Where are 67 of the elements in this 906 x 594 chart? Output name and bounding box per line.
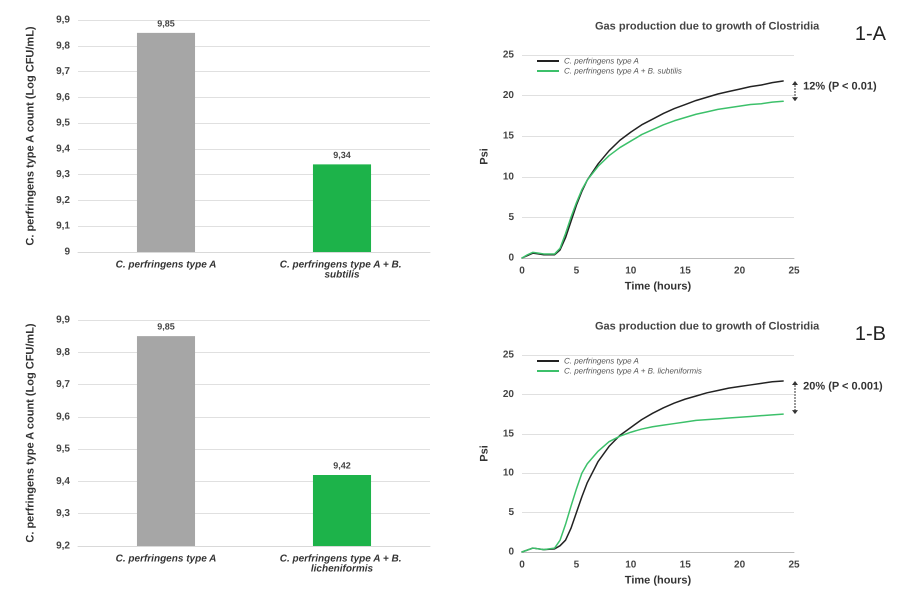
y-tick-label: 10 xyxy=(502,171,514,182)
y-tick-label: 9,3 xyxy=(56,508,70,520)
y-tick-label: 9,7 xyxy=(56,379,70,390)
y-tick-label: 0 xyxy=(508,252,514,264)
y-tick-label: 20 xyxy=(502,90,514,102)
x-axis-title: Time (hours) xyxy=(624,574,692,586)
line-series xyxy=(521,413,784,553)
y-tick-label: 15 xyxy=(502,130,514,142)
y-tick-label: 9,5 xyxy=(56,118,70,129)
text: 20% (P < 0.001) xyxy=(803,380,884,393)
x-tick-label: 25 xyxy=(788,560,800,570)
legend-label: C. perfringens type A + B. licheniformis xyxy=(564,366,702,376)
legend-label: C. perfringens type A xyxy=(564,56,639,66)
y-tick-label: 9,4 xyxy=(56,143,70,154)
y-axis-title: Psi xyxy=(478,148,490,165)
y-axis-title: Psi xyxy=(478,445,490,462)
y-tick-label: 9,6 xyxy=(56,411,70,422)
y-tick-label: 25 xyxy=(502,50,514,60)
chart-title: Gas production due to growth of Clostridia xyxy=(595,320,820,332)
x-tick-label: 15 xyxy=(680,266,692,276)
x-axis-title: Time (hours) xyxy=(624,280,692,292)
y-tick-label: 9,9 xyxy=(56,314,70,326)
y-axis-title: C. perfringens type A count (Log CFU/mL) xyxy=(24,26,36,246)
y-tick-label: 15 xyxy=(502,428,514,440)
data-label: 9,34 xyxy=(333,150,351,160)
y-axis-title: C. perfringens type A count (Log CFU/mL) xyxy=(24,323,36,543)
y-tick-label: 9,9 xyxy=(56,14,70,26)
chart-title: Gas production due to growth of Clostridia xyxy=(595,20,820,32)
x-tick-label: C. perfringens type A + B. licheniformis xyxy=(280,554,404,574)
text: 1-B xyxy=(854,323,886,345)
x-tick-label: 10 xyxy=(625,560,637,570)
y-tick-label: 9,4 xyxy=(56,476,70,487)
y-tick-label: 9,2 xyxy=(56,540,70,552)
data-label: 9,85 xyxy=(157,18,175,28)
y-tick-label: 25 xyxy=(502,350,514,360)
y-tick-label: 9,7 xyxy=(56,66,70,78)
y-tick-label: 9,8 xyxy=(56,40,70,52)
y-tick-label: 5 xyxy=(508,507,514,518)
x-tick-label: C. perfringens type A xyxy=(116,260,216,270)
x-tick-label: 15 xyxy=(680,560,692,570)
y-tick-label: 9,8 xyxy=(56,346,70,358)
y-tick-label: 10 xyxy=(502,468,514,479)
y-tick-label: 9,2 xyxy=(56,194,70,206)
y-tick-label: 9 xyxy=(64,246,70,258)
y-tick-label: 9,3 xyxy=(56,169,70,180)
y-tick-label: 0 xyxy=(508,546,514,558)
x-tick-label: 5 xyxy=(574,266,580,276)
x-tick-label: C. perfringens type A + B. subtilis xyxy=(280,260,404,280)
x-tick-label: 0 xyxy=(519,266,526,276)
y-tick-label: 9,5 xyxy=(56,444,70,455)
text: 12% (P < 0.01) xyxy=(803,80,877,92)
y-tick-label: 20 xyxy=(502,388,514,400)
legend-label: C. perfringens type A xyxy=(564,356,639,366)
x-tick-label: 20 xyxy=(734,266,746,276)
text: 1-A xyxy=(854,23,887,45)
y-tick-label: 9,6 xyxy=(56,92,70,103)
x-tick-label: 0 xyxy=(519,560,526,570)
x-tick-label: 20 xyxy=(734,560,746,570)
data-label: 9,85 xyxy=(157,322,175,332)
x-tick-label: 5 xyxy=(574,560,580,570)
x-tick-label: C. perfringens type A xyxy=(116,554,216,564)
y-tick-label: 9,1 xyxy=(56,220,70,232)
legend-label: C. perfringens type A + B. subtilis xyxy=(564,66,682,76)
x-tick-label: 10 xyxy=(625,266,637,276)
x-tick-label: 25 xyxy=(788,266,800,276)
y-tick-label: 5 xyxy=(508,212,514,223)
data-label: 9,42 xyxy=(333,460,351,470)
